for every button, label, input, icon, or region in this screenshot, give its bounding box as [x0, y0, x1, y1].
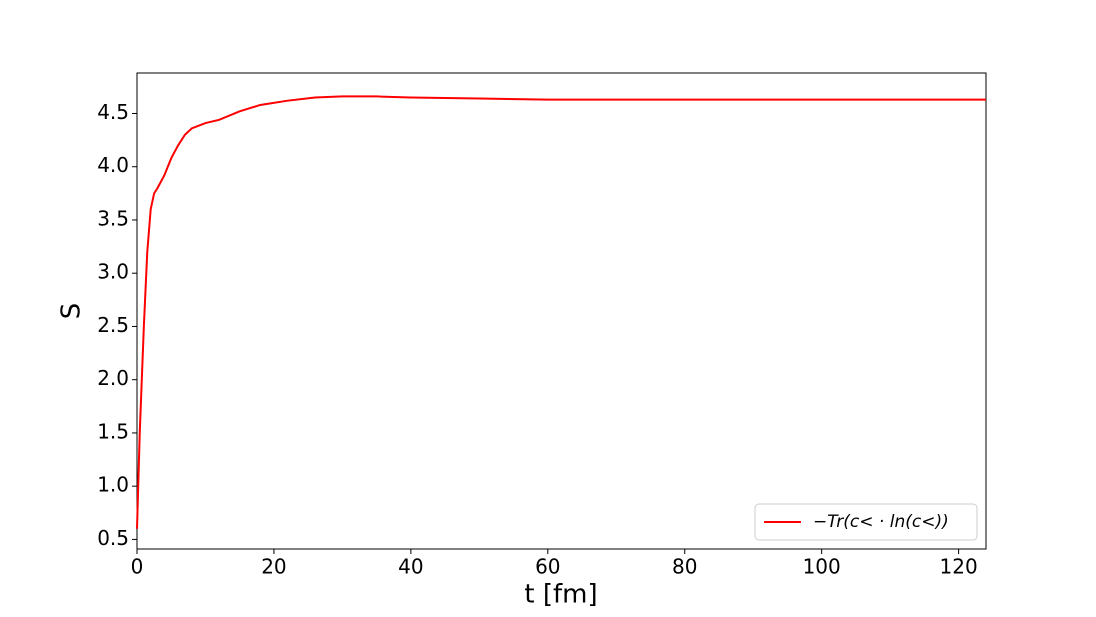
y-axis-label: S	[57, 303, 87, 320]
y-tick-label: 4.5	[97, 100, 129, 124]
y-tick-label: 3.5	[97, 206, 129, 230]
x-axis-label: t [fm]	[524, 580, 597, 610]
x-tick-label: 0	[131, 555, 144, 579]
y-tick-label: 1.0	[97, 473, 129, 497]
y-tick-label: 2.5	[97, 313, 129, 337]
x-tick-label: 60	[535, 555, 560, 579]
x-tick-label: 80	[672, 555, 697, 579]
y-tick-label: 4.0	[97, 153, 129, 177]
x-tick-label: 40	[398, 555, 423, 579]
y-tick-label: 0.5	[97, 526, 129, 550]
x-tick-label: 120	[940, 555, 978, 579]
y-tick-label: 1.5	[97, 419, 129, 443]
y-tick-label: 2.0	[97, 366, 129, 390]
legend-box	[754, 503, 978, 541]
legend-label: −Tr(c< · ln(c<))	[813, 512, 949, 532]
y-tick-label: 3.0	[97, 260, 129, 284]
line	[136, 95, 986, 529]
x-tick-label: 20	[261, 555, 286, 579]
plot-frame	[136, 72, 987, 550]
x-tick-label: 100	[803, 555, 841, 579]
